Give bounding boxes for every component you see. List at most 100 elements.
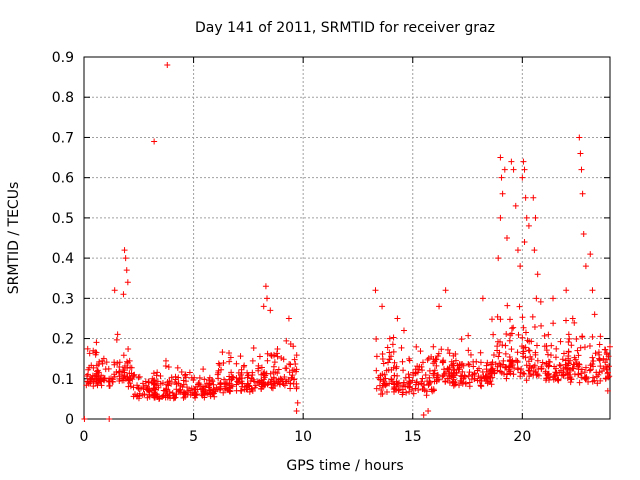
data-point <box>459 380 466 387</box>
data-point <box>591 377 598 384</box>
data-point <box>122 255 129 262</box>
data-point <box>201 376 208 383</box>
data-point <box>417 348 424 355</box>
data-point <box>515 366 522 373</box>
data-point <box>523 377 530 384</box>
data-point <box>214 371 221 378</box>
data-point <box>124 373 131 380</box>
data-point <box>130 372 137 379</box>
data-point <box>552 354 559 361</box>
data-point <box>186 369 193 376</box>
data-point <box>373 385 380 392</box>
y-tick-label: 0.1 <box>52 372 74 388</box>
data-point <box>410 390 417 397</box>
data-point <box>203 380 210 387</box>
data-point <box>413 379 420 386</box>
data-point <box>503 364 510 371</box>
data-point <box>390 348 397 355</box>
data-point <box>519 314 526 321</box>
data-point <box>555 377 562 384</box>
data-point <box>592 350 599 357</box>
x-tick-label: 20 <box>513 429 531 445</box>
data-point <box>93 339 100 346</box>
data-point <box>499 190 506 197</box>
data-point <box>564 369 571 376</box>
data-point <box>394 315 401 322</box>
data-point <box>568 376 575 383</box>
data-point <box>445 366 452 373</box>
data-point <box>565 331 572 338</box>
data-point <box>406 374 413 381</box>
data-point <box>569 365 576 372</box>
data-point <box>565 360 572 367</box>
data-point <box>98 372 105 379</box>
data-point <box>578 166 585 173</box>
data-point <box>136 390 143 397</box>
data-point <box>197 383 204 390</box>
data-point <box>178 368 185 375</box>
data-point <box>565 338 572 345</box>
data-point <box>125 383 132 390</box>
data-point <box>440 359 447 366</box>
data-point <box>595 349 602 356</box>
data-point <box>593 373 600 380</box>
data-point <box>507 332 514 339</box>
data-point <box>129 376 136 383</box>
data-point <box>495 353 502 360</box>
data-point <box>394 372 401 379</box>
y-tick-label: 0.6 <box>52 171 74 187</box>
data-point <box>281 382 288 389</box>
data-point <box>525 358 532 365</box>
data-point <box>249 387 256 394</box>
data-point <box>479 368 486 375</box>
data-point <box>292 360 299 367</box>
data-point <box>465 360 472 367</box>
data-point <box>121 247 128 254</box>
data-point <box>430 387 437 394</box>
data-point <box>111 361 118 368</box>
data-point <box>602 346 609 353</box>
data-point <box>475 373 482 380</box>
data-point <box>395 387 402 394</box>
data-point <box>596 341 603 348</box>
data-point <box>124 279 131 286</box>
data-point <box>139 392 146 399</box>
data-point <box>220 389 227 396</box>
data-point <box>90 383 97 390</box>
data-point <box>123 358 130 365</box>
data-point <box>506 337 513 344</box>
data-point <box>569 315 576 322</box>
data-point <box>591 311 598 318</box>
data-point <box>125 376 132 383</box>
data-point <box>233 360 240 367</box>
plot-frame <box>83 56 611 420</box>
data-point <box>130 393 137 400</box>
data-point <box>146 386 153 393</box>
data-point <box>597 333 604 340</box>
data-point <box>130 384 137 391</box>
data-point <box>523 362 530 369</box>
data-point <box>483 362 490 369</box>
data-point <box>283 378 290 385</box>
data-point <box>522 344 529 351</box>
data-point <box>433 362 440 369</box>
data-point <box>522 194 529 201</box>
data-point <box>274 345 281 352</box>
data-point <box>140 384 147 391</box>
data-point <box>434 374 441 381</box>
data-point <box>149 375 156 382</box>
data-point <box>589 333 596 340</box>
data-point <box>519 174 526 181</box>
data-point <box>575 352 582 359</box>
data-point <box>219 349 226 356</box>
data-point <box>95 361 102 368</box>
data-point <box>261 374 268 381</box>
data-point <box>425 407 432 414</box>
data-point <box>450 373 457 380</box>
data-point <box>285 315 292 322</box>
data-point <box>477 349 484 356</box>
data-point <box>264 295 271 302</box>
data-point <box>499 342 506 349</box>
data-point <box>422 372 429 379</box>
data-point <box>589 354 596 361</box>
